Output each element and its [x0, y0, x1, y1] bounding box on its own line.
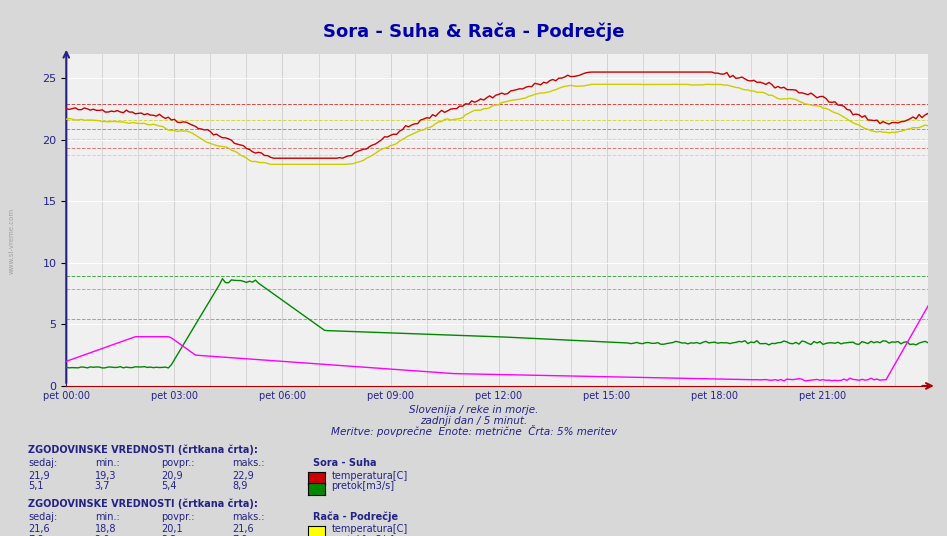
Text: www.si-vreme.com: www.si-vreme.com [9, 208, 14, 274]
Text: 7,8: 7,8 [28, 535, 44, 536]
Text: 3,3: 3,3 [161, 535, 176, 536]
Text: 2,0: 2,0 [95, 535, 110, 536]
Text: 21,6: 21,6 [232, 524, 254, 534]
Text: Meritve: povprečne  Enote: metrične  Črta: 5% meritev: Meritve: povprečne Enote: metrične Črta:… [331, 426, 616, 437]
Text: 20,9: 20,9 [161, 471, 183, 481]
Text: 21,6: 21,6 [28, 524, 50, 534]
Text: zadnji dan / 5 minut.: zadnji dan / 5 minut. [420, 416, 527, 426]
Text: maks.:: maks.: [232, 512, 264, 522]
Text: pretok[m3/s]: pretok[m3/s] [331, 535, 395, 536]
Text: 21,9: 21,9 [28, 471, 50, 481]
Text: min.:: min.: [95, 512, 119, 522]
Text: temperatura[C]: temperatura[C] [331, 524, 408, 534]
Text: ZGODOVINSKE VREDNOSTI (črtkana črta):: ZGODOVINSKE VREDNOSTI (črtkana črta): [28, 444, 259, 455]
Text: temperatura[C]: temperatura[C] [331, 471, 408, 481]
Text: povpr.:: povpr.: [161, 512, 194, 522]
Text: Sora - Suha & Rača - Podrečje: Sora - Suha & Rača - Podrečje [323, 23, 624, 41]
Text: 5,4: 5,4 [161, 481, 176, 492]
Text: Slovenija / reke in morje.: Slovenija / reke in morje. [409, 405, 538, 415]
Text: povpr.:: povpr.: [161, 458, 194, 468]
Text: Rača - Podrečje: Rača - Podrečje [313, 511, 398, 522]
Text: sedaj:: sedaj: [28, 458, 58, 468]
Text: 18,8: 18,8 [95, 524, 116, 534]
Text: 5,1: 5,1 [28, 481, 44, 492]
Text: 7,9: 7,9 [232, 535, 247, 536]
Text: 20,1: 20,1 [161, 524, 183, 534]
Text: min.:: min.: [95, 458, 119, 468]
Text: 3,7: 3,7 [95, 481, 110, 492]
Text: 19,3: 19,3 [95, 471, 116, 481]
Text: 8,9: 8,9 [232, 481, 247, 492]
Text: maks.:: maks.: [232, 458, 264, 468]
Text: sedaj:: sedaj: [28, 512, 58, 522]
Text: ZGODOVINSKE VREDNOSTI (črtkana črta):: ZGODOVINSKE VREDNOSTI (črtkana črta): [28, 498, 259, 509]
Text: pretok[m3/s]: pretok[m3/s] [331, 481, 395, 492]
Text: Sora - Suha: Sora - Suha [313, 458, 376, 468]
Text: 22,9: 22,9 [232, 471, 254, 481]
